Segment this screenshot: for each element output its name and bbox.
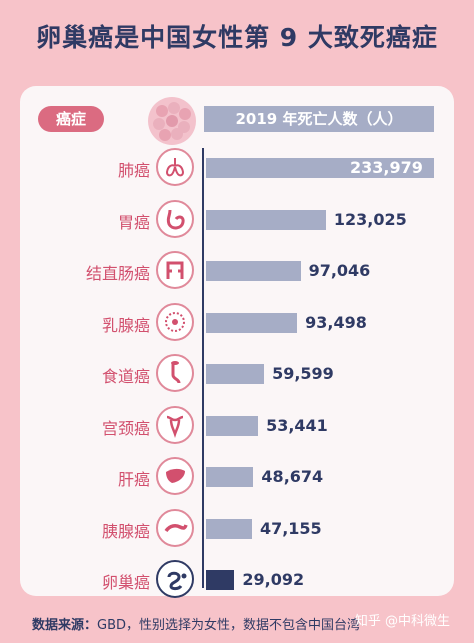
breast-icon xyxy=(156,302,194,341)
category-label: 胃癌 xyxy=(117,212,150,232)
colon-icon xyxy=(156,251,194,289)
uterus-icon xyxy=(156,405,194,444)
bar xyxy=(206,415,259,436)
pancreas-icon xyxy=(156,508,194,547)
cell-texture-icon xyxy=(148,97,196,145)
category-header: 癌症 xyxy=(38,106,104,132)
lungs-icon xyxy=(156,148,194,186)
category-label: 结直肠癌 xyxy=(85,264,150,283)
value-label: 48,674 xyxy=(261,467,324,486)
liver-icon xyxy=(156,457,194,495)
category-label: 乳腺癌 xyxy=(101,315,150,335)
esophagus-icon xyxy=(156,354,194,392)
ovary-icon xyxy=(156,560,194,598)
value-label: 59,599 xyxy=(272,364,334,383)
category-label: 肝癌 xyxy=(117,470,150,489)
bar xyxy=(206,158,434,178)
bar xyxy=(206,518,252,539)
value-label: 233,979 xyxy=(350,158,423,177)
value-label: 97,046 xyxy=(308,261,371,280)
category-label: 胰腺癌 xyxy=(101,521,150,541)
bar xyxy=(206,312,298,333)
value-label: 93,498 xyxy=(305,312,367,332)
bar xyxy=(206,467,254,487)
source-text: GBD，性别选择为女性，数据不包含中国台湾 xyxy=(97,618,361,633)
value-label: 53,441 xyxy=(266,415,328,435)
source-label: 数据来源： xyxy=(32,618,98,633)
bar xyxy=(206,570,235,590)
chart-card: 癌症 2019 年死亡人数（人） 肺癌 233,979 胃癌 123,025 结直肠癌 9… xyxy=(20,86,454,598)
value-header: 2019 年死亡人数（人） xyxy=(204,106,434,132)
value-label: 29,092 xyxy=(242,570,305,589)
value-label: 47,155 xyxy=(259,518,322,538)
category-label: 肺癌 xyxy=(117,161,150,180)
stomach-icon xyxy=(156,199,194,238)
category-label: 食道癌 xyxy=(101,367,150,386)
bar xyxy=(206,364,265,384)
axis-line xyxy=(202,148,204,588)
category-label: 宫颈癌 xyxy=(101,418,150,438)
category-label: 卵巢癌 xyxy=(101,573,150,592)
value-label: 123,025 xyxy=(333,209,407,229)
source-note: 数据来源：GBD，性别选择为女性，数据不包含中国台湾 xyxy=(32,614,360,633)
bar xyxy=(206,261,301,281)
chart-title: 卵巢癌是中国女性第 9 大致死癌症 xyxy=(36,23,438,52)
bar xyxy=(206,209,326,230)
watermark: 知乎 @中科微生 xyxy=(354,614,450,629)
